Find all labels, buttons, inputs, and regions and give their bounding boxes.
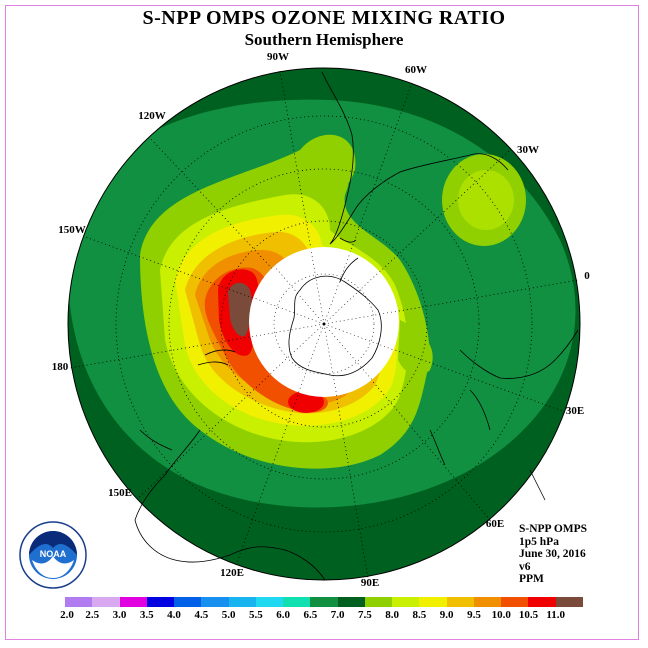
colorbar-tick-label: 5.5: [248, 609, 263, 621]
lon-label-120w: 120W: [138, 110, 166, 122]
colorbar-tick-label: 11.0: [546, 609, 566, 621]
colorbar-tick-label: 2.0: [60, 609, 74, 621]
lon-label-120e: 120E: [220, 567, 244, 579]
colorbar-swatch: [446, 597, 475, 607]
colorbar-swatch: [473, 597, 502, 607]
lon-label-150e: 150E: [108, 487, 132, 499]
colorbar-swatch: [337, 597, 366, 607]
colorbar-swatch: [555, 597, 584, 607]
missing-data-polar-cap: [249, 247, 399, 397]
colorbar-swatch: [201, 597, 230, 607]
figure-border: [5, 5, 639, 640]
colorbar-tick-label: 10.0: [491, 609, 511, 621]
colorbar-swatch: [283, 597, 311, 607]
colorbar-swatch: [146, 597, 175, 607]
colorbar-tick-label: 5.0: [221, 609, 236, 621]
colorbar-tick-label: 3.5: [139, 609, 154, 621]
page-title: S-NPP OMPS OZONE MIXING RATIO: [142, 7, 506, 29]
date-label: June 30, 2016: [519, 548, 586, 560]
colorbar-swatch: [92, 597, 120, 607]
lon-label-0: 0: [584, 270, 590, 282]
lon-label-90e: 90E: [361, 577, 379, 589]
colorbar-tick-label: 3.0: [112, 609, 127, 621]
colorbar-swatch: [392, 597, 420, 607]
colorbar-tick-label: 9.0: [439, 609, 454, 621]
longitude-gridlines: [69, 70, 579, 579]
colorbar-ticks: 2.0 2.5 3.0 3.5 4.0 4.5 5.0 5.5 6.0 6.5 7.0 7.5 8.0 8…: [0, 609, 648, 623]
colorbar-tick-label: 4.5: [194, 609, 209, 621]
colorbar-tick-label: 8.0: [385, 609, 400, 621]
lon-label-30w: 30W: [517, 144, 539, 156]
colorbar-swatch: [174, 597, 202, 607]
colorbar-swatch: [228, 597, 257, 607]
colorbar-tick-label: 7.0: [330, 609, 345, 621]
lon-label-30e: 30E: [566, 405, 584, 417]
colorbar-tick-label: 9.5: [467, 609, 481, 621]
colorbar-tick-label: 2.5: [85, 609, 100, 621]
colorbar-swatch: [255, 597, 284, 607]
colorbar-tick-label: 6.5: [303, 609, 318, 621]
colorbar-tick-label: 7.5: [358, 609, 372, 621]
colorbar-swatch: [364, 597, 393, 607]
lon-label-60w: 60W: [405, 64, 427, 76]
colorbar-swatch: [65, 597, 93, 607]
inner-gridlines: [249, 249, 399, 398]
lon-label-150w: 150W: [58, 224, 86, 236]
lon-label-180: 180: [52, 361, 69, 373]
coastlines: [134, 71, 579, 581]
version-label: v6: [519, 560, 531, 573]
lon-label-90w: 90W: [267, 51, 289, 63]
colorbar-swatch: [310, 597, 339, 607]
south-pole-marker: [322, 322, 326, 326]
colorbar-swatch: [528, 597, 557, 607]
instrument-label: S-NPP OMPS: [519, 523, 588, 535]
lon-label-60e: 60E: [486, 518, 504, 530]
colorbar-swatch: [501, 597, 529, 607]
colorbar-swatch: [419, 597, 448, 607]
units-label: PPM: [519, 573, 544, 585]
colorbar-tick-label: 10.5: [518, 609, 539, 621]
logo-lettering: NOAA: [40, 549, 67, 559]
page-subtitle: Southern Hemisphere: [244, 30, 404, 49]
colorbar-swatch: [119, 597, 148, 607]
map-boundary: [67, 67, 581, 581]
pressure-level-label: 1p5 hPa: [519, 535, 559, 548]
colorbar-tick-label: 4.0: [167, 609, 181, 621]
colorbar: [65, 597, 584, 607]
colorbar-tick-label: 6.0: [276, 609, 290, 621]
colorbar-tick-label: 8.5: [412, 609, 427, 621]
noaa-logo: NOAA: [19, 521, 87, 589]
info-block: S-NPP OMPS 1p5 hPa June 30, 2016 v6 PPM: [519, 523, 587, 586]
